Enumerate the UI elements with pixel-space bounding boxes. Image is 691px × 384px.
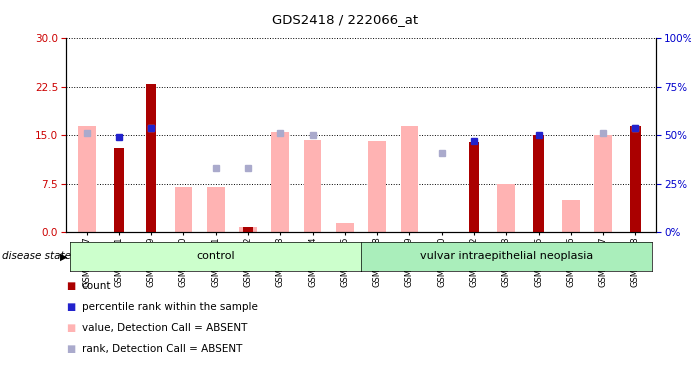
Bar xyxy=(594,136,612,232)
Bar xyxy=(207,187,225,232)
Bar xyxy=(562,200,580,232)
Bar xyxy=(239,227,257,232)
Text: ■: ■ xyxy=(66,281,75,291)
Text: vulvar intraepithelial neoplasia: vulvar intraepithelial neoplasia xyxy=(419,251,593,262)
Bar xyxy=(146,84,156,232)
Text: count: count xyxy=(82,281,111,291)
Bar xyxy=(304,140,321,232)
Bar xyxy=(78,126,95,232)
Text: ▶: ▶ xyxy=(59,251,67,262)
Text: percentile rank within the sample: percentile rank within the sample xyxy=(82,302,258,312)
Bar xyxy=(336,223,354,232)
Bar xyxy=(498,184,515,232)
Text: ■: ■ xyxy=(66,344,75,354)
Bar xyxy=(175,187,192,232)
Bar xyxy=(469,142,480,232)
Text: ■: ■ xyxy=(66,302,75,312)
Bar xyxy=(630,126,641,232)
Text: GDS2418 / 222066_at: GDS2418 / 222066_at xyxy=(272,13,419,26)
Bar xyxy=(368,141,386,232)
Bar xyxy=(243,227,253,232)
Text: control: control xyxy=(196,251,235,262)
Text: value, Detection Call = ABSENT: value, Detection Call = ABSENT xyxy=(82,323,247,333)
Text: ■: ■ xyxy=(66,323,75,333)
Bar xyxy=(401,126,418,232)
Text: rank, Detection Call = ABSENT: rank, Detection Call = ABSENT xyxy=(82,344,242,354)
Bar xyxy=(114,148,124,232)
Bar xyxy=(272,132,290,232)
Bar xyxy=(533,136,544,232)
Text: disease state: disease state xyxy=(2,251,71,262)
